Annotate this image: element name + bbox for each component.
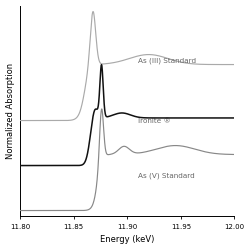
- Text: As (III) Standard: As (III) Standard: [138, 57, 196, 64]
- Text: As (V) Standard: As (V) Standard: [138, 172, 195, 179]
- X-axis label: Energy (keV): Energy (keV): [100, 236, 154, 244]
- Y-axis label: Normalized Absorption: Normalized Absorption: [6, 62, 15, 158]
- Text: Ironite ®: Ironite ®: [138, 118, 171, 124]
